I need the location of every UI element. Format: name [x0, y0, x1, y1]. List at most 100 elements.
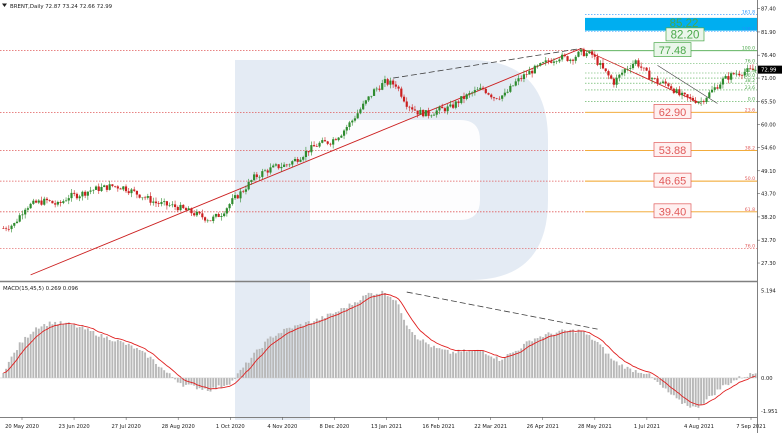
candle-body — [4, 228, 8, 230]
candle-body — [522, 74, 526, 80]
candle-body — [176, 207, 179, 211]
candle-body — [32, 200, 35, 204]
candle-body — [283, 164, 286, 167]
candle-body — [146, 196, 149, 198]
symbol-header: BRENT,Daily 72.87 73.24 72.66 72.99 — [10, 4, 113, 10]
candle-body — [751, 68, 755, 71]
candle-body — [386, 79, 389, 85]
candle-body — [547, 60, 550, 62]
candle-body — [580, 49, 583, 52]
candle-body — [253, 174, 256, 181]
candle-body — [318, 142, 321, 147]
candle-body — [171, 204, 174, 206]
candle-body — [749, 68, 752, 69]
candle-body — [664, 81, 667, 84]
macd-tick-label: 5.194 — [761, 288, 777, 294]
candle-body — [539, 63, 542, 66]
candle-body — [285, 164, 288, 166]
candle-body — [623, 69, 626, 73]
candle-body — [45, 198, 49, 201]
candle-body — [73, 192, 76, 194]
candle-body — [356, 113, 359, 119]
candle-body — [683, 92, 686, 95]
fib-percent-label: 61.8 — [745, 207, 755, 213]
candle-body — [103, 185, 106, 188]
candle-body — [353, 118, 357, 121]
candle-body — [127, 191, 130, 194]
candle-body — [184, 208, 188, 211]
macd-divergence-line — [406, 291, 598, 330]
candle-body — [198, 211, 201, 214]
candle-body — [242, 191, 245, 192]
candle-body — [577, 51, 580, 57]
macd-signal-line — [3, 293, 756, 406]
candle-body — [296, 158, 299, 162]
candle-body — [84, 191, 87, 196]
fib-percent-label: 76.0 — [745, 244, 755, 250]
time-tick-label: 22 Mar 2021 — [474, 424, 507, 430]
fib-percent-label: 38.2 — [745, 78, 755, 84]
candle-body — [108, 184, 111, 190]
candle-body — [212, 216, 215, 222]
candle-body — [326, 141, 329, 144]
candle-body — [740, 75, 744, 76]
candle-body — [138, 194, 141, 198]
candle-body — [694, 100, 697, 103]
candle-body — [15, 221, 19, 224]
candle-body — [312, 145, 316, 147]
candle-body — [446, 106, 449, 112]
candle-body — [503, 92, 506, 96]
candle-body — [422, 109, 425, 117]
candle-body — [514, 81, 517, 86]
candle-body — [680, 92, 684, 96]
level-label-box — [653, 104, 692, 119]
candle-body — [610, 75, 613, 79]
level-label-text: 39.40 — [659, 206, 687, 218]
candle-body — [258, 176, 261, 178]
time-tick-label: 13 Jan 2021 — [371, 424, 402, 430]
fib-percent-label: 138.2 — [742, 27, 755, 33]
candle-body — [179, 204, 182, 211]
candle-body — [517, 78, 520, 82]
candle-body — [544, 60, 547, 63]
candle-body — [141, 197, 144, 199]
fib-percent-label: 38.2 — [745, 146, 755, 152]
candle-body — [441, 106, 444, 109]
candle-body — [642, 67, 645, 69]
candle-body — [26, 208, 29, 210]
candle-body — [405, 101, 408, 107]
candle-body — [743, 71, 746, 76]
candle-body — [686, 94, 689, 97]
level-label-text: 53.88 — [659, 145, 687, 157]
candle-body — [310, 145, 313, 153]
candle-body — [302, 157, 305, 160]
candle-body — [367, 96, 370, 101]
price-axis: 87.40 81.90 76.40 71.00 65.50 60.00 54.60 49.10… — [757, 7, 782, 267]
candle-body — [487, 93, 490, 95]
candle-body — [454, 101, 457, 108]
fib-percent-label: 100.0 — [742, 46, 755, 52]
price-tick-label: 38.20 — [761, 215, 776, 221]
correction-line — [657, 65, 718, 104]
candle-body — [144, 197, 147, 199]
candle-body — [244, 189, 248, 192]
time-tick-label: 28 Aug 2020 — [162, 424, 195, 430]
dropdown-arrow-icon[interactable] — [2, 3, 7, 8]
candle-body — [43, 198, 46, 205]
price-tick-label: 71.00 — [761, 76, 776, 82]
candle-body — [203, 217, 207, 221]
candle-body — [67, 198, 70, 201]
price-tick-label: 76.40 — [761, 53, 776, 59]
candle-body — [637, 60, 640, 67]
time-tick-label: 28 May 2021 — [578, 424, 612, 430]
candle-body — [359, 109, 362, 114]
candle-body — [392, 80, 395, 85]
candle-body — [206, 220, 209, 222]
candle-body — [670, 86, 673, 89]
candle-body — [160, 202, 163, 205]
candle-body — [738, 73, 741, 76]
macd-tick-label: 0.00 — [761, 376, 773, 382]
candle-body — [719, 84, 722, 89]
candle-body — [342, 130, 346, 136]
